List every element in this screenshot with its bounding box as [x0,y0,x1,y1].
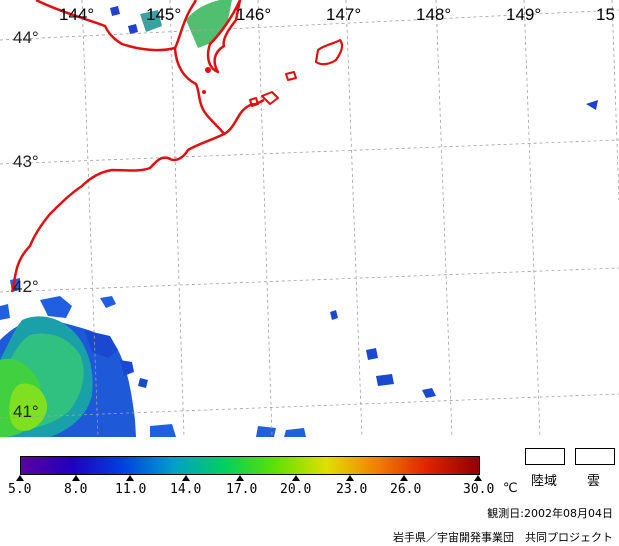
colorbar-tick [346,475,354,481]
colorbar-tick [16,475,24,481]
colorbar-label-26: 26.0 [390,482,422,497]
lon-label-149: 149° [506,5,542,24]
colorbar-tick [474,475,482,481]
lon-label-144: 144° [59,5,95,24]
coastline-inlet [202,67,211,94]
colorbar-label-11: 11.0 [115,482,147,497]
lon-label-145: 145° [146,5,182,24]
cloud-legend-label: 雲 [587,474,601,489]
colorbar-tick [182,475,190,481]
lon-label-147: 147° [326,5,362,24]
colorbar-label-30: 30.0 [463,482,495,497]
colorbar-tick [400,475,408,481]
colorbar-label-14: 14.0 [170,482,202,497]
lat-label-41: 41° [13,402,39,421]
colorbar-label-8: 8.0 [64,482,88,497]
temperature-colorbar [20,456,480,475]
lon-label-148: 148° [416,5,452,24]
graticule [0,0,619,437]
colorbar-tick [236,475,244,481]
colorbar-label-5: 5.0 [8,482,32,497]
sst-map [0,0,619,437]
cloud-legend-box [575,448,615,465]
project-credit: 岩手県／宇宙開発事業団 共同プロジェクト [393,531,613,544]
colorbar-unit: ℃ [503,481,518,496]
colorbar-tick [292,475,300,481]
lon-label-146: 146° [236,5,272,24]
colorbar-label-23: 23.0 [336,482,368,497]
land-legend-box [525,448,565,465]
colorbar-label-20: 20.0 [280,482,312,497]
lat-label-43: 43° [13,152,39,171]
colorbar-label-17: 17.0 [226,482,258,497]
lat-label-44: 44° [13,28,39,47]
lon-label-150: 15 [596,5,615,24]
colorbar-tick [126,475,134,481]
colorbar-tick [72,475,80,481]
coastline [10,0,344,293]
lat-label-42: 42° [13,277,39,296]
observation-date: 観測日:2002年08月04日 [487,507,613,520]
land-legend-label: 陸域 [531,474,558,489]
sst-data-layer [0,0,598,437]
